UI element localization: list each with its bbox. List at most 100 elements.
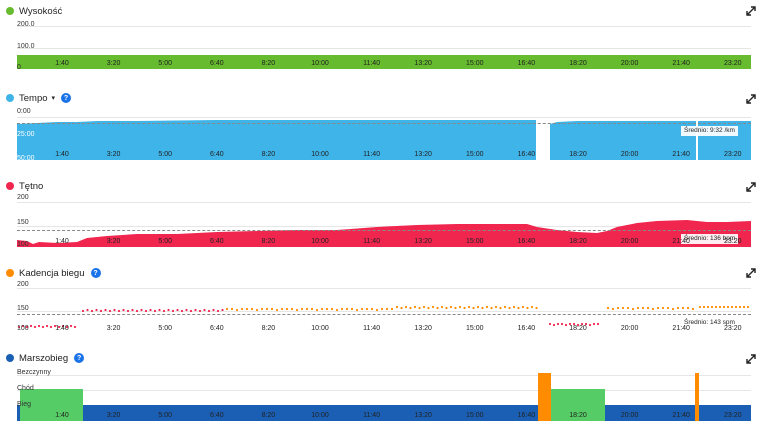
x-tick-label: 13:20 — [414, 60, 432, 67]
run-walk-help-icon[interactable]: ? — [74, 353, 85, 363]
cadence-point — [606, 306, 610, 310]
cadence-point — [330, 307, 334, 311]
pace-ytick-0: 0:00 — [17, 108, 31, 115]
cadence-point — [290, 307, 294, 311]
x-tick-label: 13:20 — [414, 412, 432, 419]
cadence-point — [29, 324, 33, 328]
cadence-point — [61, 324, 65, 328]
x-tick-label: 8:20 — [261, 151, 276, 158]
x-tick-label: 16:40 — [517, 412, 536, 419]
pace-dropdown-caret[interactable]: ▾ — [51, 95, 56, 102]
cadence-point — [185, 308, 188, 312]
cadence-point — [535, 306, 538, 310]
x-tick-label: 16:40 — [517, 60, 536, 67]
cadence-point — [400, 306, 403, 310]
cadence-point — [390, 307, 394, 311]
cadence-point — [463, 306, 466, 310]
pace-help-icon[interactable]: ? — [61, 93, 72, 103]
cadence-point — [710, 305, 714, 309]
cadence-point — [216, 309, 220, 313]
cadence-point — [255, 308, 259, 312]
cadence-point — [564, 323, 568, 327]
pace-legend-dot — [6, 94, 14, 102]
cadence-point — [380, 307, 384, 311]
expand-icon[interactable] — [746, 268, 756, 278]
cadence-point — [113, 308, 116, 312]
x-tick-label: 3:20 — [106, 412, 121, 419]
cadence-point — [691, 307, 695, 311]
cadence-point — [335, 308, 339, 312]
cadence-average-label: Średnio: 143 spm — [681, 318, 738, 328]
cadence-point — [69, 324, 73, 328]
idle-segment — [538, 373, 551, 421]
x-tick-label: 18:20 — [569, 238, 587, 245]
cadence-point — [404, 305, 408, 309]
cadence-point — [270, 307, 274, 311]
expand-icon[interactable] — [746, 6, 756, 16]
cadence-point — [738, 305, 742, 309]
cadence-point — [676, 306, 680, 310]
x-tick-label: 10:00 — [311, 151, 329, 158]
altitude-panel: Wysokość 200.0 100.0 0 1:40 3:20 5:00 6:40 8… — [0, 0, 768, 80]
altitude-ytick-100: 100.0 — [17, 43, 35, 50]
x-tick-label: 23:20 — [724, 151, 742, 158]
expand-icon[interactable] — [746, 354, 756, 364]
cadence-point — [666, 306, 670, 310]
cadence-point — [385, 307, 389, 311]
cadence-point — [41, 325, 45, 329]
heart-rate-area — [17, 220, 751, 247]
cadence-point — [171, 309, 175, 313]
cadence-point — [631, 307, 635, 311]
cadence-point — [99, 309, 103, 313]
cadence-point — [641, 306, 645, 310]
cadence-point — [481, 306, 484, 310]
x-tick-label: 16:40 — [517, 238, 536, 245]
cadence-point — [517, 306, 520, 310]
cadence-point — [472, 306, 475, 310]
x-tick-label: 21:40 — [672, 238, 690, 245]
idle-segment — [695, 373, 699, 421]
expand-icon[interactable] — [746, 94, 756, 104]
cadence-point — [686, 306, 690, 310]
x-tick-label: 21:40 — [672, 60, 690, 67]
cadence-point — [225, 307, 229, 311]
cadence-help-icon[interactable]: ? — [90, 268, 101, 278]
cadence-point — [636, 306, 640, 310]
cadence-point — [122, 308, 125, 312]
cadence-point — [552, 323, 556, 327]
expand-icon[interactable] — [746, 182, 756, 192]
cadence-point — [117, 309, 121, 313]
heart-rate-average-line — [17, 230, 751, 231]
x-tick-label: 20:00 — [620, 325, 639, 332]
cadence-point — [260, 307, 264, 311]
cadence-ytick-200: 200 — [17, 281, 29, 288]
x-tick-label: 8:20 — [261, 60, 276, 67]
cadence-point — [734, 305, 738, 309]
cadence-point — [409, 306, 412, 310]
cadence-point — [131, 308, 134, 312]
run-walk-bars — [17, 373, 751, 421]
pace-title: Tempo ▾ ? — [6, 91, 72, 105]
x-tick-label: 15:00 — [466, 325, 484, 332]
cadence-point — [490, 306, 493, 310]
x-tick-label: 20:00 — [620, 60, 639, 67]
run-segment — [83, 405, 538, 421]
cadence-point — [722, 305, 726, 309]
pace-panel: Tempo ▾ ? 0:00 25:00 50:00 Średnio: 9:32… — [0, 88, 768, 168]
cadence-point — [345, 307, 349, 311]
cadence-average-line — [17, 314, 751, 315]
cadence-point — [73, 325, 77, 329]
cadence-point — [340, 307, 344, 311]
cadence-point — [671, 307, 675, 311]
cadence-point — [742, 305, 746, 309]
x-tick-label: 18:20 — [569, 412, 587, 419]
cadence-point — [651, 307, 655, 311]
x-tick-label: 3:20 — [106, 238, 121, 245]
x-tick-label: 13:20 — [414, 238, 432, 245]
cadence-title: Kadencja biegu ? — [6, 266, 101, 280]
cadence-point — [718, 305, 722, 309]
pace-average-line — [17, 123, 751, 124]
cadence-point — [454, 306, 457, 310]
x-tick-label: 11:40 — [363, 325, 381, 332]
x-tick-label: 16:40 — [517, 151, 536, 158]
